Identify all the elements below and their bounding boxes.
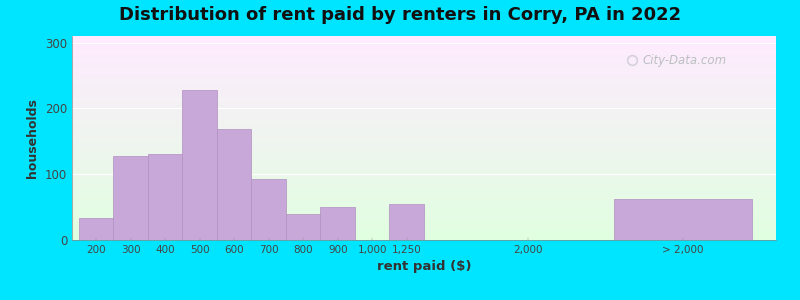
X-axis label: rent paid ($): rent paid ($) (377, 260, 471, 273)
Bar (114, 156, 148, 240)
Text: Distribution of rent paid by renters in Corry, PA in 2022: Distribution of rent paid by renters in … (119, 6, 681, 24)
Bar (148, 154, 182, 240)
Text: City-Data.com: City-Data.com (642, 54, 726, 67)
Bar (286, 214, 321, 240)
Bar (251, 179, 286, 240)
Bar (182, 90, 217, 240)
Bar (79, 218, 114, 240)
Bar (321, 207, 355, 240)
Bar (390, 204, 424, 240)
Bar (217, 129, 251, 240)
Bar (614, 199, 752, 240)
Y-axis label: households: households (26, 98, 39, 178)
